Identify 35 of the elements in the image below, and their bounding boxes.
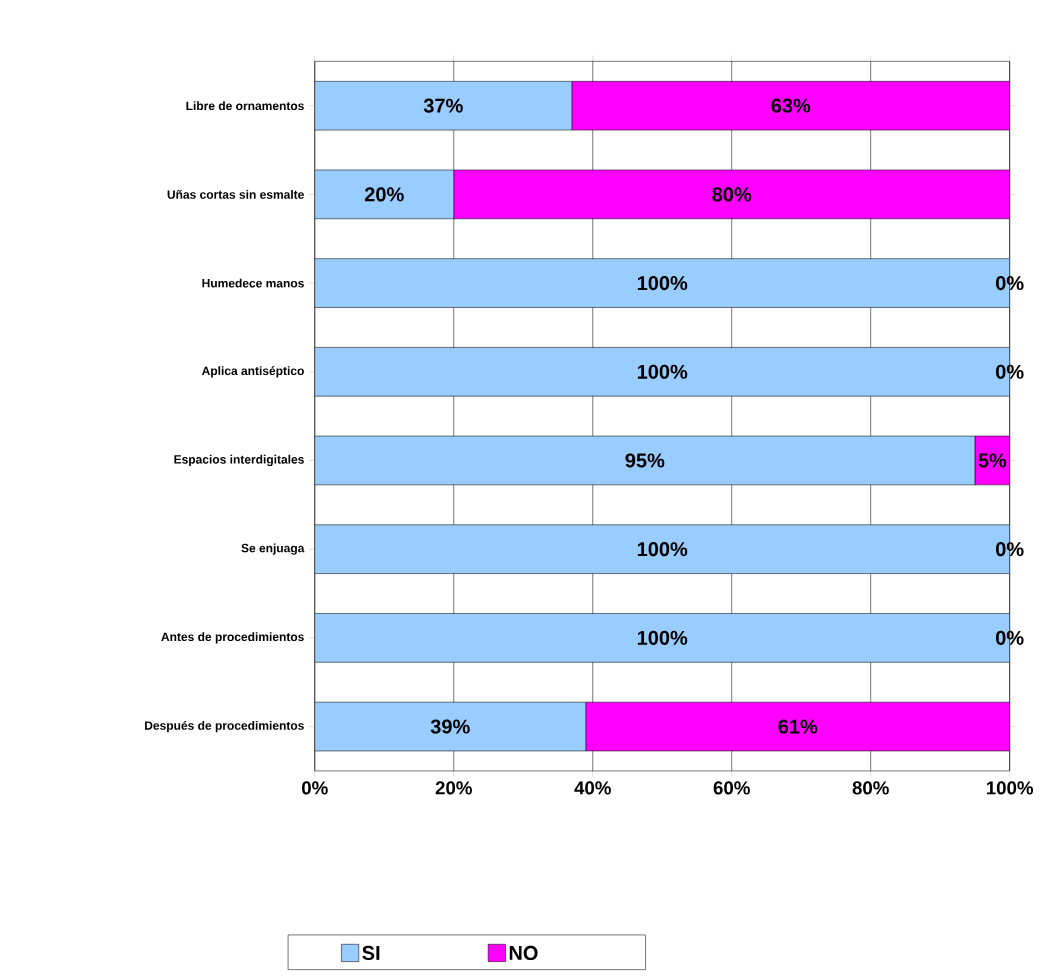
y-tick-label: Antes de procedimientos xyxy=(161,632,304,644)
data-label: 20% xyxy=(364,187,404,202)
data-label: 63% xyxy=(771,98,811,113)
bar xyxy=(314,80,573,131)
y-tick-label: Después de procedimientos xyxy=(145,720,304,733)
y-tick-label: Se enjuaga xyxy=(241,543,305,555)
y-tick-label: Libre de ornamentos xyxy=(186,101,304,110)
x-tick-label: 100% xyxy=(986,781,1034,795)
data-label: 80% xyxy=(712,187,752,202)
x-tick-label: 80% xyxy=(852,781,889,795)
data-label: 100% xyxy=(637,630,688,645)
data-label: 100% xyxy=(637,275,688,291)
data-label: 61% xyxy=(778,719,818,734)
y-tick-label: Uñas cortas sin esmalte xyxy=(167,189,304,199)
data-label: 100% xyxy=(637,364,688,379)
x-tick-label: 20% xyxy=(435,781,472,795)
x-tick-label: 40% xyxy=(574,781,611,795)
data-label: 95% xyxy=(625,453,665,468)
y-tick-label: Aplica antiséptico xyxy=(201,365,304,378)
data-label: 100% xyxy=(637,541,688,557)
bar xyxy=(314,435,976,485)
data-label: 37% xyxy=(423,98,463,113)
data-label: 39% xyxy=(430,719,470,734)
legend-label: SI xyxy=(362,945,380,960)
data-label: 5% xyxy=(978,453,1007,468)
x-tick-label: 60% xyxy=(713,781,750,795)
bar xyxy=(314,701,587,752)
bar xyxy=(571,80,1010,131)
bar xyxy=(314,169,455,219)
y-tick-label: Espacios interdigitales xyxy=(174,454,304,466)
x-tick-label: 0% xyxy=(302,781,328,795)
y-tick-label: Humedece manos xyxy=(202,278,304,288)
bar xyxy=(453,169,1010,219)
bar xyxy=(585,701,1010,752)
legend-label: NO xyxy=(509,945,538,960)
